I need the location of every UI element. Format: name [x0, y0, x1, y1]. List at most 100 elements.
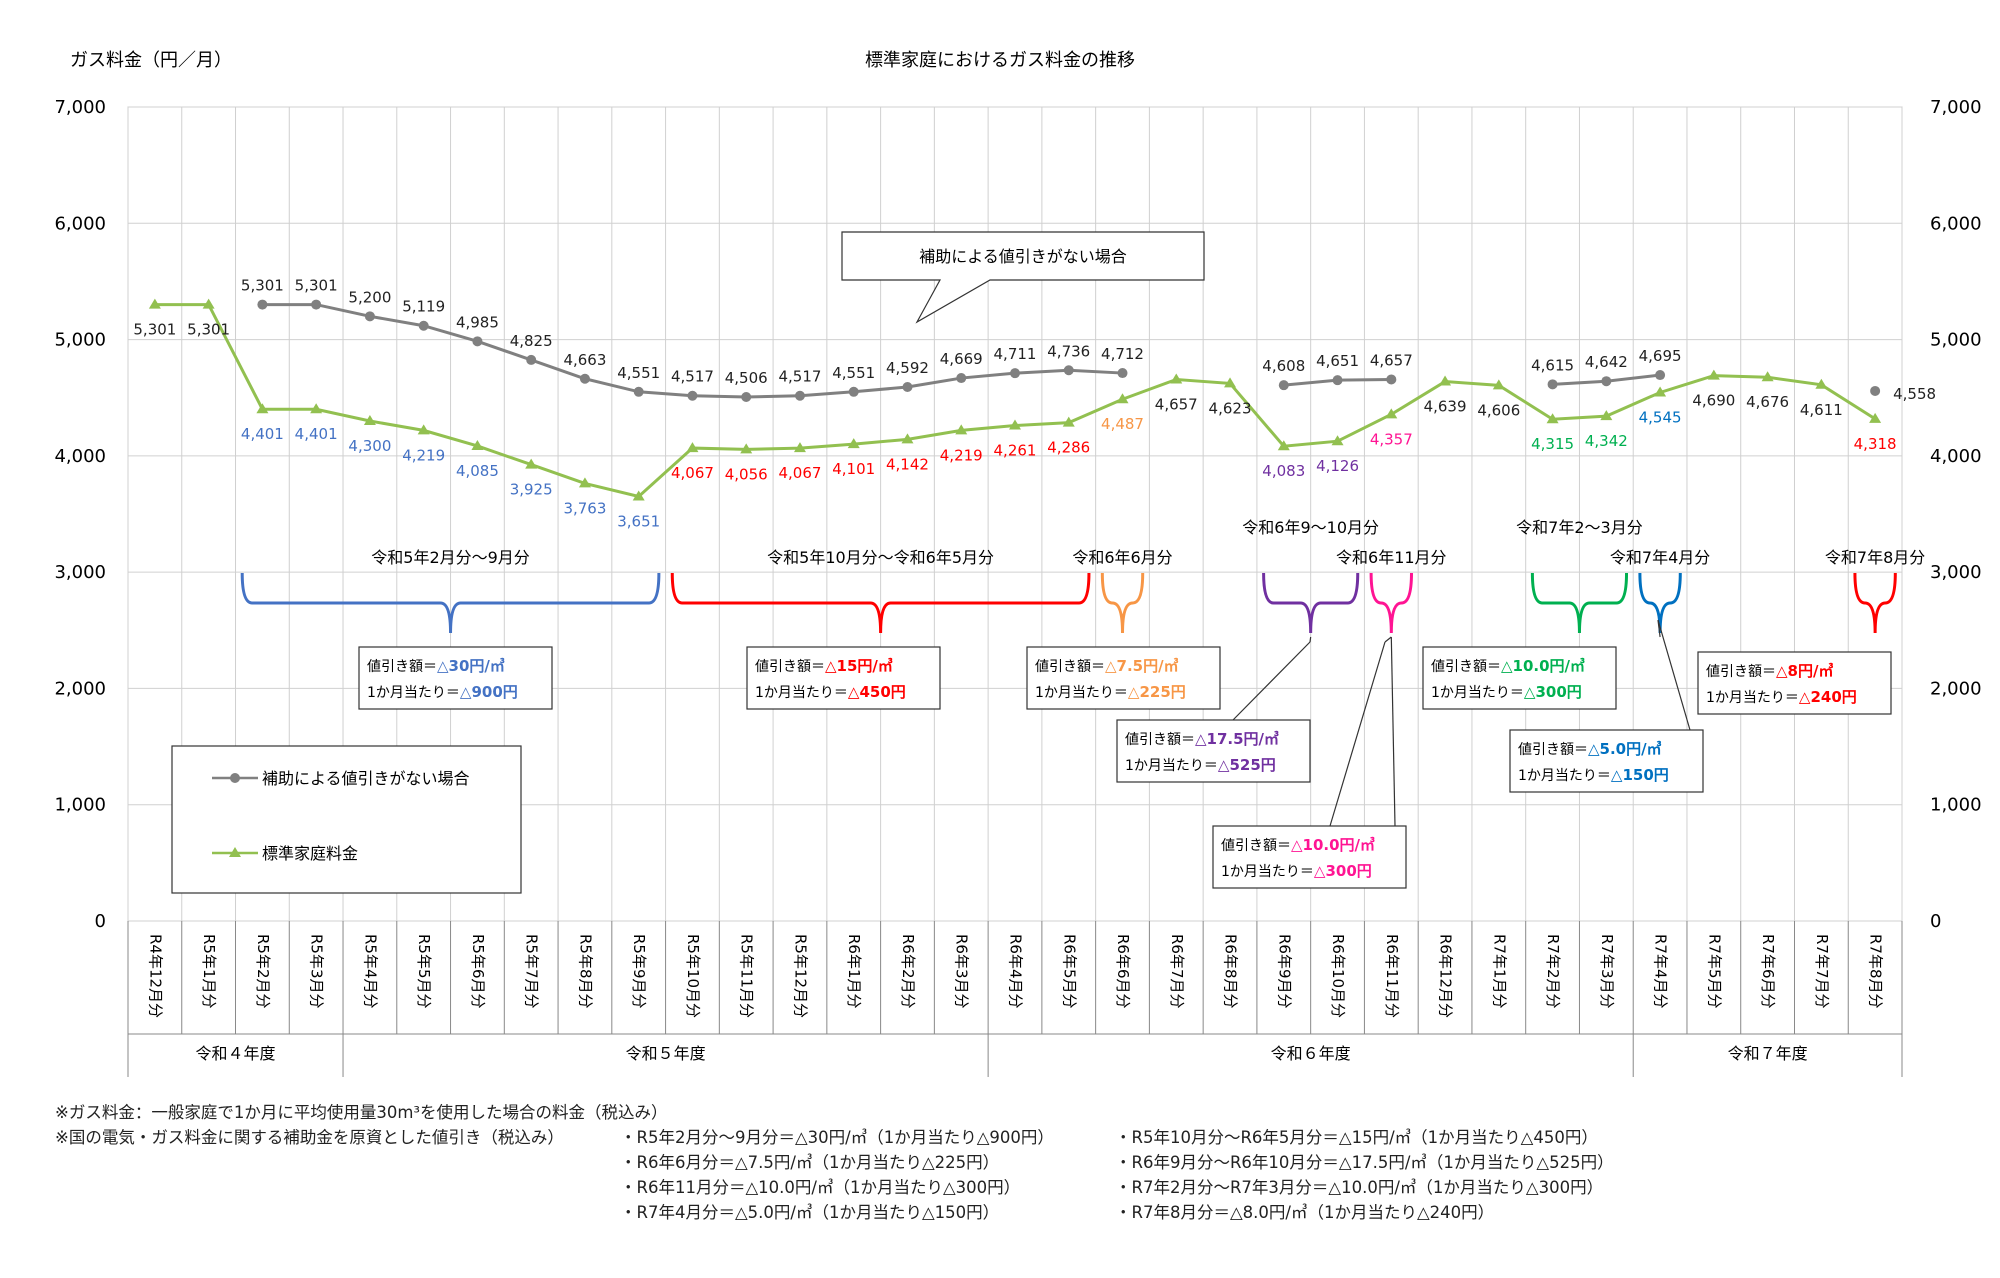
note-item-4: ・R6年9月分～R6年10月分＝△17.5円/㎥（1か月当たり△525円）: [1115, 1153, 1614, 1172]
data-point-no-discount: [633, 386, 644, 397]
discount-leader-line: [1232, 641, 1311, 721]
discount-box-monthly: △450円: [848, 683, 906, 701]
discount-bracket: [1262, 572, 1360, 634]
discount-box-line1: 値引き額＝△30円/㎥: [367, 657, 505, 675]
callout-box: [841, 231, 1205, 324]
data-label-standard: 4,142: [886, 455, 929, 473]
data-point-standard: [686, 442, 699, 453]
discount-box-monthly: △240円: [1799, 688, 1857, 706]
discount-box-line2: 1か月当たり＝△900円: [367, 683, 518, 701]
discount-box-line2-label: 1か月当たり＝: [1221, 864, 1314, 880]
data-label-no-discount: 4,551: [832, 364, 875, 382]
legend-box: [171, 745, 522, 894]
data-label-standard: 4,315: [1531, 435, 1574, 453]
note-item-5: ・R6年11月分＝△10.0円/㎥（1か月当たり△300円）: [620, 1178, 1021, 1197]
discount-box-rate: △5.0円/㎥: [1588, 740, 1662, 758]
legend-label-standard: 標準家庭料金: [262, 844, 358, 863]
discount-bracket: [1100, 572, 1145, 634]
note-item-6: ・R7年2月分～R7年3月分＝△10.0円/㎥（1か月当たり△300円）: [1115, 1178, 1604, 1197]
x-tick-label: R5年4月分: [361, 934, 379, 1009]
data-point-standard: [310, 403, 323, 414]
x-tick-label: R5年9月分: [630, 934, 648, 1009]
x-tick-label: R5年8月分: [576, 934, 594, 1009]
data-label-standard: 4,342: [1585, 432, 1628, 450]
data-point-standard: [1277, 440, 1290, 451]
data-label-no-discount: 4,642: [1585, 353, 1628, 371]
fiscal-year-label: 令和４年度: [196, 1044, 276, 1063]
data-label-no-discount: 4,736: [1047, 342, 1090, 360]
data-point-no-discount: [902, 382, 913, 393]
legend-marker-standard: [229, 847, 241, 857]
data-label-standard: 4,606: [1477, 401, 1520, 419]
y-tick-label-left: 6,000: [54, 213, 106, 234]
data-label-standard: 3,651: [617, 512, 660, 530]
discount-bracket: [1369, 572, 1413, 634]
data-label-no-discount: 4,608: [1262, 357, 1305, 375]
data-label-no-discount: 4,825: [510, 332, 553, 350]
x-tick-label: R6年1月分: [845, 934, 863, 1009]
fiscal-year-label: 令和６年度: [1271, 1044, 1351, 1063]
x-tick-label: R5年11月分: [738, 934, 756, 1018]
data-point-standard: [955, 424, 968, 435]
discount-period-label: 令和7年2～3月分: [1516, 518, 1643, 537]
discount-box: [1026, 646, 1221, 710]
discount-box-line2-label: 1か月当たり＝: [755, 685, 848, 701]
y-tick-label-left: 3,000: [54, 562, 106, 583]
discount-box-line2-label: 1か月当たり＝: [1706, 690, 1799, 706]
x-tick-label: R6年8月分: [1222, 934, 1240, 1009]
data-label-no-discount: 4,669: [940, 350, 983, 368]
data-label-standard: 4,067: [671, 464, 714, 482]
data-label-no-discount: 5,301: [295, 277, 338, 295]
data-label-no-discount: 4,517: [671, 368, 714, 386]
discount-leader-line: [1657, 619, 1691, 731]
y-tick-label-right: 2,000: [1930, 678, 1982, 699]
data-label-standard: 5,301: [187, 321, 230, 339]
x-tick-label: R6年10月分: [1329, 934, 1347, 1018]
discount-box-monthly: △900円: [460, 683, 518, 701]
data-label-standard: 4,623: [1209, 399, 1252, 417]
discount-box: [1509, 729, 1704, 793]
x-tick-label: R6年3月分: [953, 934, 971, 1009]
data-point-standard: [1009, 419, 1021, 430]
data-point-standard: [1116, 393, 1129, 404]
x-tick-label: R7年2月分: [1544, 934, 1562, 1009]
discount-box-monthly: △300円: [1524, 683, 1582, 701]
discount-box-line2-label: 1か月当たり＝: [367, 685, 460, 701]
data-label-standard: 4,401: [295, 425, 338, 443]
data-point-no-discount: [741, 392, 752, 403]
discount-box-line1: 値引き額＝△10.0円/㎥: [1221, 836, 1375, 854]
discount-box-rate: △8円/㎥: [1776, 662, 1833, 680]
discount-box-rate: △17.5円/㎥: [1195, 730, 1279, 748]
data-label-standard: 4,318: [1854, 435, 1897, 453]
x-tick-label: R5年3月分: [308, 934, 326, 1009]
data-label-no-discount: 4,517: [778, 368, 821, 386]
data-point-standard: [148, 298, 161, 309]
data-point-standard: [1546, 413, 1559, 424]
data-point-standard: [1170, 373, 1183, 384]
discount-period-label: 令和5年10月分～令和6年5月分: [767, 548, 994, 567]
discount-box-rate: △7.5円/㎥: [1105, 657, 1179, 675]
discount-box: [1116, 719, 1311, 783]
data-label-standard: 4,676: [1746, 393, 1789, 411]
discount-box-line1: 値引き額＝△17.5円/㎥: [1125, 730, 1279, 748]
data-point-no-discount: [1332, 375, 1343, 386]
data-point-standard: [363, 414, 376, 425]
x-tick-label: R6年9月分: [1275, 934, 1293, 1009]
data-point-no-discount: [1117, 368, 1128, 379]
discount-box-monthly: △150円: [1611, 766, 1669, 784]
discount-box-line1-label: 値引き額＝: [367, 659, 437, 675]
data-point-standard: [1654, 386, 1667, 397]
data-point-no-discount: [1870, 385, 1881, 396]
gas-price-chart: 標準家庭におけるガス料金の推移 ガス料金（円／月） 0 0 1,000 1,000 2,…: [54, 50, 1982, 1077]
data-label-standard: 5,301: [133, 321, 176, 339]
data-point-standard: [793, 442, 806, 453]
data-label-standard: 4,357: [1370, 430, 1413, 448]
y-tick-label-left: 4,000: [54, 446, 106, 467]
data-label-standard: 4,067: [778, 464, 821, 482]
discount-box: [1212, 825, 1407, 889]
data-label-no-discount: 4,558: [1893, 385, 1936, 403]
discount-box-line2: 1か月当たり＝△525円: [1125, 756, 1276, 774]
discount-bracket: [670, 572, 1091, 634]
note-subsidy: ※国の電気・ガス料金に関する補助金を原資とした値引き（税込み）: [55, 1128, 564, 1147]
data-point-standard: [525, 458, 538, 469]
